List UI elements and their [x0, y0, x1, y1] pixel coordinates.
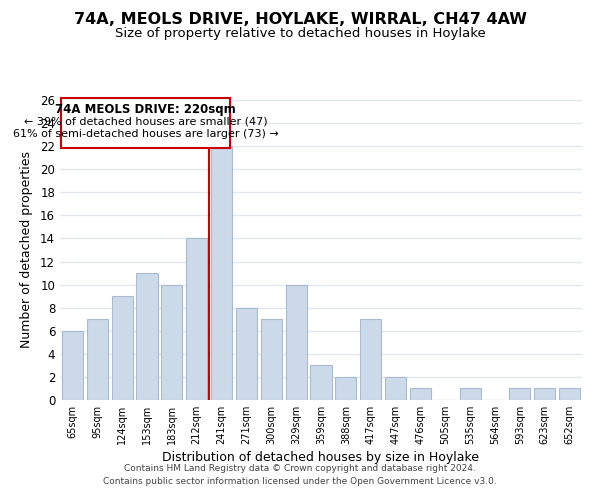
Bar	[460, 388, 481, 400]
X-axis label: Distribution of detached houses by size in Hoylake: Distribution of detached houses by size …	[163, 451, 479, 464]
Bar	[509, 388, 530, 400]
Bar	[61, 98, 230, 148]
Y-axis label: Number of detached properties: Number of detached properties	[20, 152, 33, 348]
Bar	[559, 388, 580, 400]
Bar	[335, 377, 356, 400]
Text: 74A MEOLS DRIVE: 220sqm: 74A MEOLS DRIVE: 220sqm	[55, 104, 236, 117]
Text: 74A, MEOLS DRIVE, HOYLAKE, WIRRAL, CH47 4AW: 74A, MEOLS DRIVE, HOYLAKE, WIRRAL, CH47 …	[74, 12, 526, 28]
Text: Contains HM Land Registry data © Crown copyright and database right 2024.
Contai: Contains HM Land Registry data © Crown c…	[103, 464, 497, 486]
Bar	[186, 238, 207, 400]
Bar	[161, 284, 182, 400]
Text: ← 39% of detached houses are smaller (47): ← 39% of detached houses are smaller (47…	[24, 116, 268, 126]
Bar	[211, 146, 232, 400]
Bar	[534, 388, 555, 400]
Text: Size of property relative to detached houses in Hoylake: Size of property relative to detached ho…	[115, 28, 485, 40]
Bar	[385, 377, 406, 400]
Bar	[310, 366, 332, 400]
Bar	[87, 319, 108, 400]
Bar	[286, 284, 307, 400]
Bar	[261, 319, 282, 400]
Bar	[112, 296, 133, 400]
Bar	[410, 388, 431, 400]
Bar	[360, 319, 381, 400]
Bar	[62, 331, 83, 400]
Bar	[136, 273, 158, 400]
Bar	[236, 308, 257, 400]
Text: 61% of semi-detached houses are larger (73) →: 61% of semi-detached houses are larger (…	[13, 129, 278, 139]
